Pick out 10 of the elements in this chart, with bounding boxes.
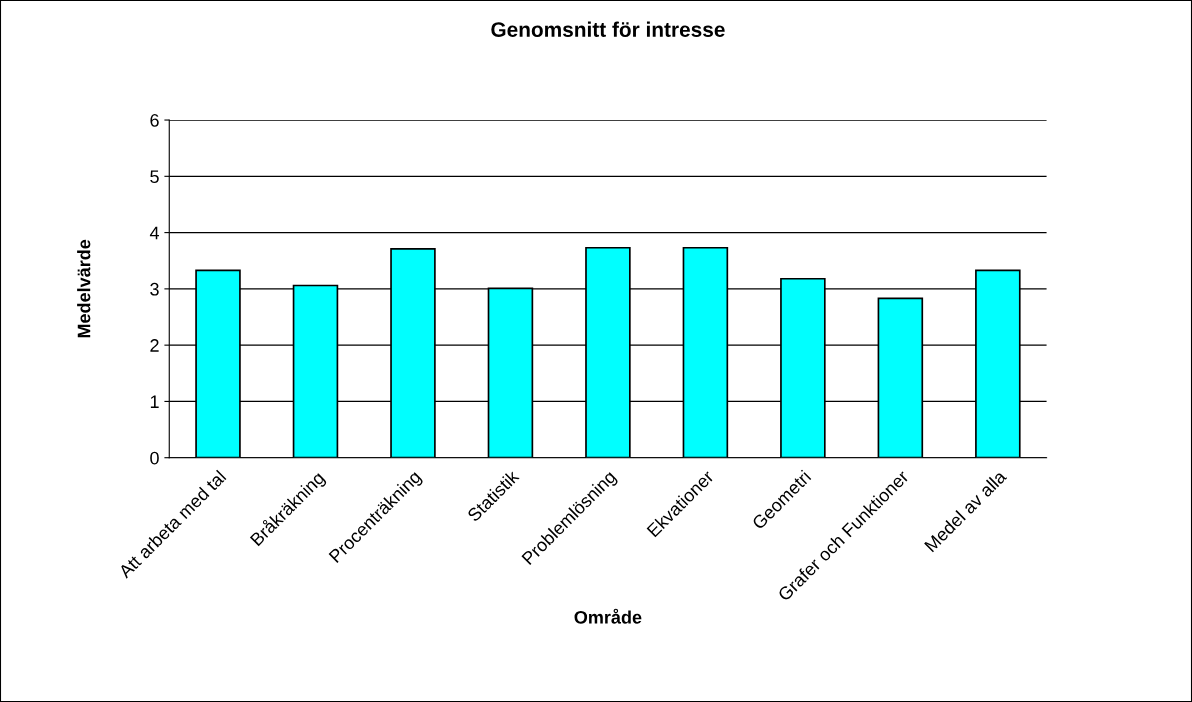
y-tick-label: 3 (150, 282, 159, 296)
y-axis-title: Medelvärde (77, 239, 91, 338)
y-tick-label: 6 (150, 113, 159, 127)
chart-title: Genomsnitt för intresse (491, 21, 725, 37)
y-tick-label: 0 (150, 451, 159, 465)
y-tick-label: 4 (149, 226, 160, 240)
y-tick-label: 1 (150, 395, 159, 408)
y-tick-label: 2 (150, 339, 159, 352)
x-axis-title: Område (574, 608, 642, 624)
y-tick-label: 5 (150, 170, 159, 184)
